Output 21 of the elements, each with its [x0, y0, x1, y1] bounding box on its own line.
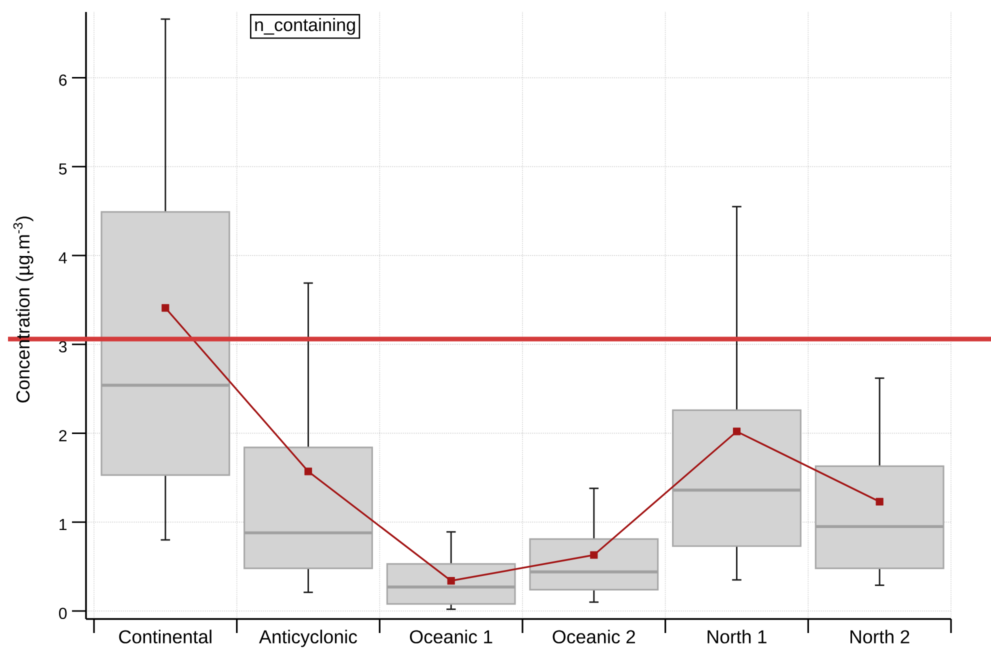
point: [162, 304, 170, 312]
x-tick-label: North 1: [708, 630, 766, 644]
y-tick-label: 2: [59, 430, 66, 442]
point: [304, 468, 312, 476]
y-tick-label: 4: [58, 252, 67, 264]
y-tick-label: 6: [59, 74, 67, 86]
x-tick-label: Anticyclonic: [259, 630, 358, 648]
chart-title: n_containing: [255, 18, 355, 35]
point: [447, 576, 455, 585]
y-tick-label: 0: [59, 608, 67, 620]
x-tick-label: Continental: [119, 630, 212, 644]
point: [876, 498, 884, 506]
point: [732, 428, 741, 436]
y-tick-label: 1: [60, 519, 67, 530]
y-axis-title: Concentration (µg.m$^{-3}$): [13, 216, 34, 402]
x-tick-label: Oceanic 1: [410, 630, 492, 644]
y-tick-label: 5: [59, 163, 67, 175]
y-tick-label: 3: [59, 341, 67, 352]
x-tick-label: North 2: [850, 630, 910, 644]
point: [590, 551, 598, 559]
x-tick-label: Oceanic 2: [552, 630, 635, 644]
